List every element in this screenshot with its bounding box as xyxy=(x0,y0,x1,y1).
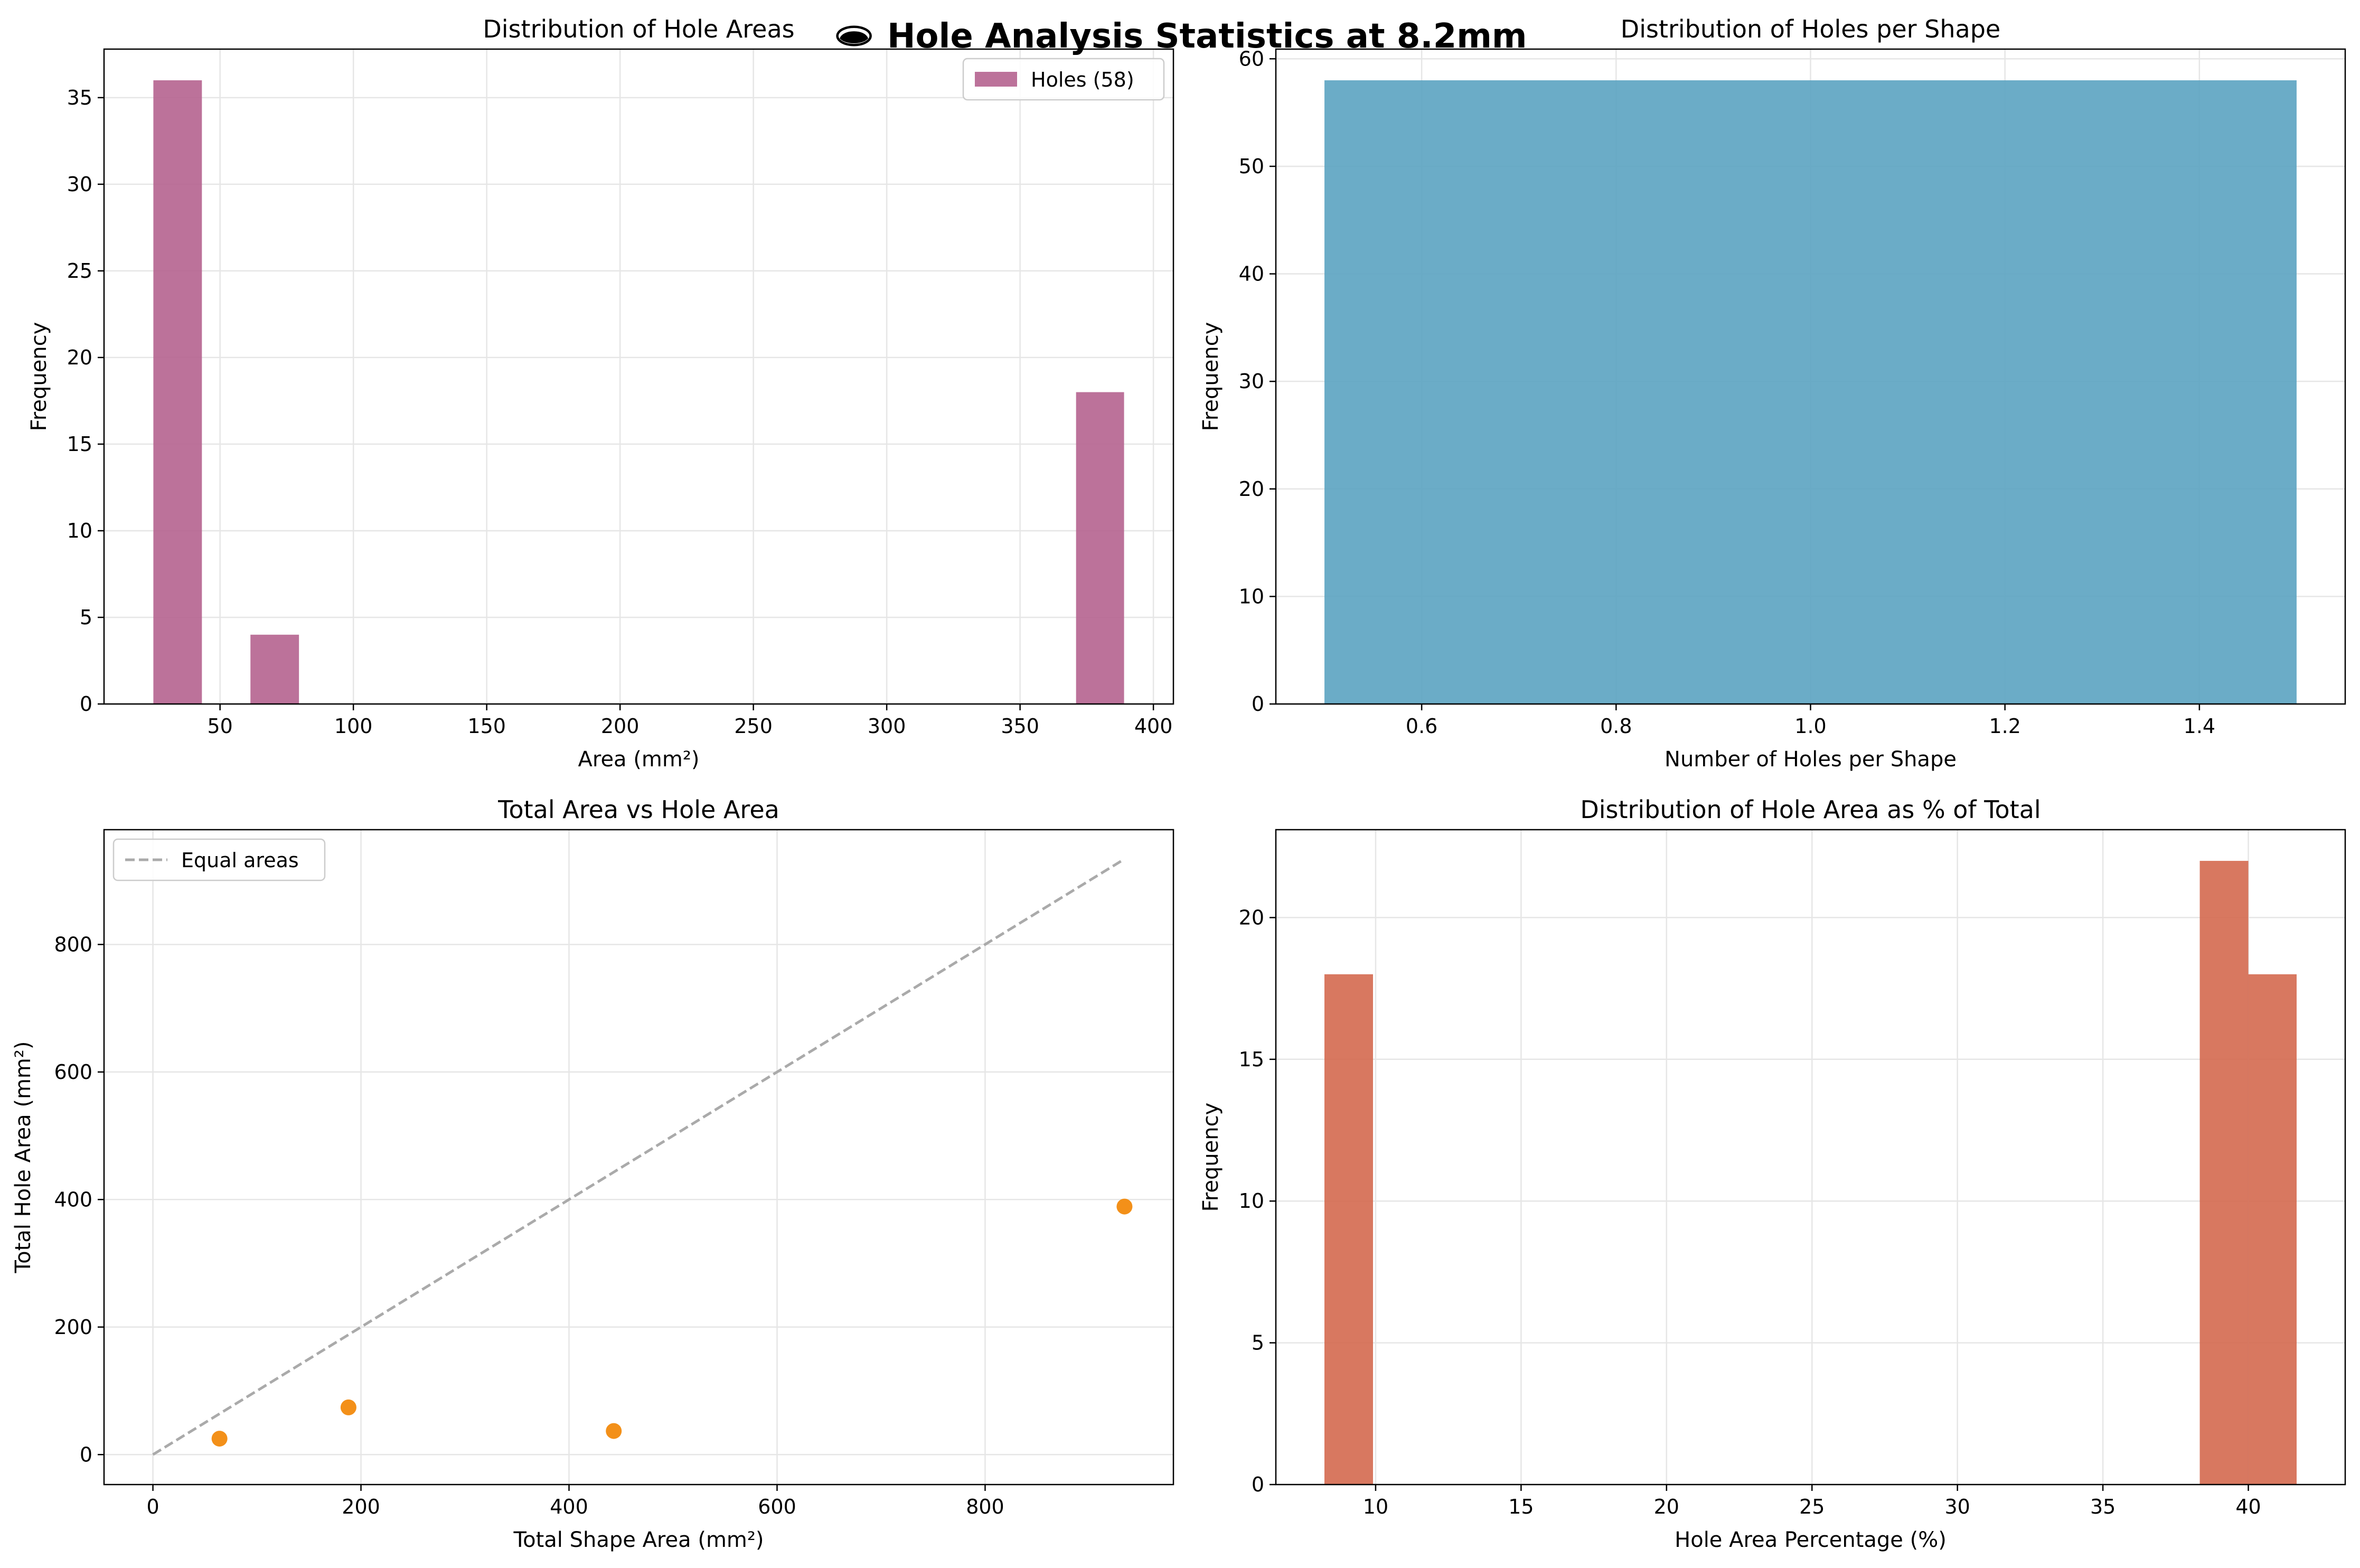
y-axis-label: Frequency xyxy=(1199,322,1223,431)
histogram-bar xyxy=(1324,974,1373,1485)
legend: Equal areas xyxy=(112,838,326,881)
x-tick-label: 30 xyxy=(1945,1495,1970,1518)
y-tick-label: 600 xyxy=(54,1060,92,1084)
y-tick-label: 30 xyxy=(67,173,92,196)
x-tick-label: 350 xyxy=(1001,715,1039,738)
x-axis-label: Number of Holes per Shape xyxy=(1665,747,1957,772)
legend-box xyxy=(112,838,326,881)
y-tick-label: 800 xyxy=(54,933,92,956)
y-tick-label: 20 xyxy=(67,346,92,369)
y-axis-label: Total Hole Area (mm²) xyxy=(11,1041,35,1273)
y-tick-label: 0 xyxy=(1252,692,1264,716)
legend-swatch xyxy=(975,72,1017,87)
x-tick-label: 10 xyxy=(1363,1495,1388,1518)
y-tick-label: 0 xyxy=(80,692,92,716)
x-tick-label: 150 xyxy=(467,715,506,738)
x-axis-label: Hole Area Percentage (%) xyxy=(1675,1528,1947,1552)
y-tick-label: 10 xyxy=(1239,1189,1264,1213)
x-tick-label: 0 xyxy=(146,1495,159,1518)
x-tick-label: 100 xyxy=(334,715,373,738)
histogram-bar xyxy=(153,80,202,705)
panel-title: Distribution of Hole Areas xyxy=(483,15,794,43)
legend: Holes (58) xyxy=(962,58,1165,101)
total-vs-hole-area-scatter-panel: 0 200 400 600 800 0 200 400 600 800 Total Area vs … xyxy=(11,795,1174,1552)
x-tick-label: 200 xyxy=(342,1495,380,1518)
axes-frame xyxy=(103,48,1174,705)
x-tick-label: 250 xyxy=(734,715,773,738)
y-tick-label: 10 xyxy=(67,519,92,542)
x-tick-label: 800 xyxy=(966,1495,1004,1518)
x-tick-label: 200 xyxy=(601,715,640,738)
y-tick-label: 25 xyxy=(67,259,92,283)
legend-box xyxy=(962,58,1165,101)
y-tick-label: 60 xyxy=(1239,47,1264,70)
y-axis-label: Frequency xyxy=(27,322,51,431)
y-axis-label: Frequency xyxy=(1199,1103,1223,1212)
y-tick-label: 10 xyxy=(1239,585,1264,608)
histogram-bar xyxy=(1324,80,2297,705)
y-tick-label: 200 xyxy=(54,1316,92,1339)
x-tick-label: 400 xyxy=(1134,715,1173,738)
y-tick-label: 35 xyxy=(67,86,92,109)
x-tick-label: 50 xyxy=(207,715,232,738)
legend-label: Holes (58) xyxy=(1031,68,1134,91)
x-tick-label: 15 xyxy=(1508,1495,1534,1518)
x-tick-label: 600 xyxy=(758,1495,796,1518)
y-tick-label: 30 xyxy=(1239,370,1264,393)
y-tick-label: 15 xyxy=(67,433,92,456)
y-tick-label: 40 xyxy=(1239,262,1264,286)
x-tick-label: 25 xyxy=(1799,1495,1825,1518)
scatter-point xyxy=(340,1399,356,1415)
legend-label: Equal areas xyxy=(181,849,299,872)
y-tick-label: 15 xyxy=(1239,1048,1264,1071)
x-tick-label: 1.2 xyxy=(1989,715,2020,738)
x-tick-label: 400 xyxy=(550,1495,588,1518)
x-tick-label: 300 xyxy=(868,715,906,738)
y-tick-label: 5 xyxy=(80,606,92,629)
x-tick-label: 0.6 xyxy=(1406,715,1437,738)
hole-percentage-histogram-panel: 10 15 20 25 30 35 40 0 5 10 15 20 Distribution of Ho… xyxy=(1199,795,2346,1552)
x-tick-label: 40 xyxy=(2235,1495,2261,1518)
figure-suptitle: 🕳 Hole Analysis Statistics at 8.2mm xyxy=(832,17,1527,56)
y-tick-label: 20 xyxy=(1239,477,1264,501)
histogram-bar xyxy=(250,634,299,704)
equal-areas-reference-line xyxy=(152,858,1125,1456)
x-tick-label: 1.0 xyxy=(1794,715,1826,738)
axes-frame xyxy=(103,829,1174,1486)
y-tick-label: 20 xyxy=(1239,906,1264,929)
x-axis-label: Total Shape Area (mm²) xyxy=(513,1528,764,1552)
y-tick-label: 0 xyxy=(1252,1473,1264,1496)
x-tick-label: 1.4 xyxy=(2184,715,2215,738)
y-tick-label: 50 xyxy=(1239,155,1264,178)
histogram-bar xyxy=(2248,974,2297,1485)
panel-title: Distribution of Hole Area as % of Total xyxy=(1580,795,2041,824)
x-tick-label: 20 xyxy=(1654,1495,1679,1518)
hole-area-histogram-panel: 50 100 150 200 250 300 350 400 0 5 10 15 20 25 30 35 Dis… xyxy=(27,15,1174,772)
scatter-point xyxy=(211,1431,228,1447)
y-tick-label: 5 xyxy=(1252,1331,1264,1355)
x-tick-label: 0.8 xyxy=(1600,715,1632,738)
y-tick-label: 400 xyxy=(54,1188,92,1211)
panel-title: Total Area vs Hole Area xyxy=(497,795,779,824)
panel-title: Distribution of Holes per Shape xyxy=(1621,15,2000,43)
x-axis-label: Area (mm²) xyxy=(578,747,700,772)
histogram-bar xyxy=(2199,861,2249,1485)
y-tick-label: 0 xyxy=(80,1443,92,1466)
histogram-bar xyxy=(1076,392,1124,704)
axes-frame xyxy=(1275,829,2346,1486)
holes-per-shape-histogram-panel: 0.6 0.8 1.0 1.2 1.4 0 10 20 30 40 50 60 Distribution… xyxy=(1199,15,2346,772)
scatter-point xyxy=(1116,1198,1133,1215)
x-tick-label: 35 xyxy=(2090,1495,2115,1518)
scatter-point xyxy=(606,1423,622,1439)
